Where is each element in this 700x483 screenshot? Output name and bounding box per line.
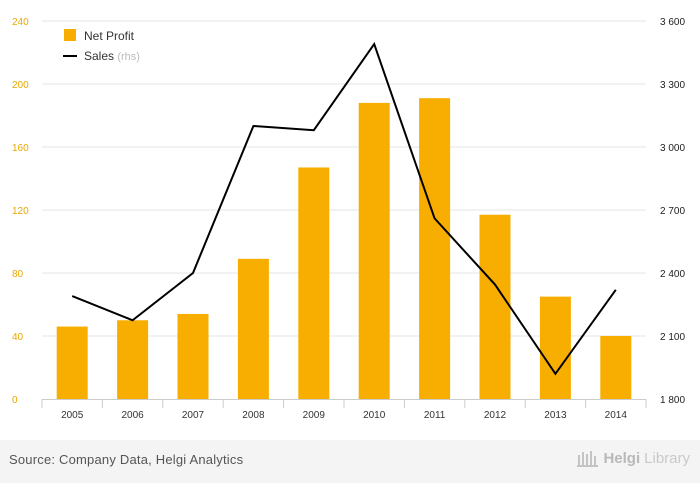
x-tick-label: 2010 xyxy=(363,410,386,421)
x-tick-label: 2007 xyxy=(182,410,205,421)
legend-label-rhs: (rhs) xyxy=(117,51,140,63)
brand-name-part2: Library xyxy=(644,449,690,467)
y-right-tick-label: 2 100 xyxy=(660,332,685,343)
legend-label-net-profit: Net Profit xyxy=(84,29,135,43)
bar-net-profit xyxy=(177,313,209,399)
y-left-tick-label: 0 xyxy=(12,395,18,406)
x-tick-label: 2014 xyxy=(605,410,628,421)
bar-net-profit xyxy=(600,336,632,399)
y-right-tick-label: 3 000 xyxy=(660,143,685,154)
library-icon xyxy=(577,451,599,467)
x-tick-label: 2011 xyxy=(424,410,446,421)
y-right-tick-label: 2 400 xyxy=(660,269,685,280)
bar-net-profit xyxy=(358,102,390,400)
bar-net-profit xyxy=(237,258,269,399)
x-tick-label: 2012 xyxy=(484,410,507,421)
x-tick-label: 2008 xyxy=(242,410,265,421)
legend-label-sales: Sales (rhs) xyxy=(84,49,140,63)
y-right-tick-label: 3 300 xyxy=(660,80,685,91)
x-tick-label: 2013 xyxy=(544,410,567,421)
legend-swatch-net-profit xyxy=(64,29,76,41)
line-sales xyxy=(71,41,617,376)
y-left-tick-label: 240 xyxy=(12,17,29,28)
y-right-tick-label: 1 800 xyxy=(660,395,685,406)
bar-net-profit xyxy=(539,296,571,399)
source-note: Source: Company Data, Helgi Analytics xyxy=(9,452,244,467)
bar-net-profit xyxy=(419,98,451,400)
combo-chart: 0 1 800 40 2 100 80 2 400 120 2 700 160 3 000 200 3… xyxy=(12,17,685,421)
x-tick-label: 2005 xyxy=(61,410,84,421)
y-left-tick-label: 120 xyxy=(12,206,29,217)
brand-logo: Helgi Library xyxy=(577,449,690,467)
footer: Source: Company Data, Helgi Analytics He… xyxy=(0,440,700,483)
y-left-tick-label: 200 xyxy=(12,80,29,91)
bar-net-profit xyxy=(56,326,88,399)
x-tick-label: 2006 xyxy=(121,410,144,421)
y-left-tick-label: 80 xyxy=(12,269,24,280)
y-right-tick-label: 3 600 xyxy=(660,17,685,28)
bar-net-profit xyxy=(117,320,149,399)
y-left-tick-label: 160 xyxy=(12,143,29,154)
brand-name-part1: Helgi xyxy=(603,449,641,467)
y-right-tick-label: 2 700 xyxy=(660,206,685,217)
bar-net-profit xyxy=(479,214,511,399)
bar-net-profit xyxy=(298,167,330,399)
y-left-tick-label: 40 xyxy=(12,332,24,343)
x-tick-label: 2009 xyxy=(303,410,326,421)
